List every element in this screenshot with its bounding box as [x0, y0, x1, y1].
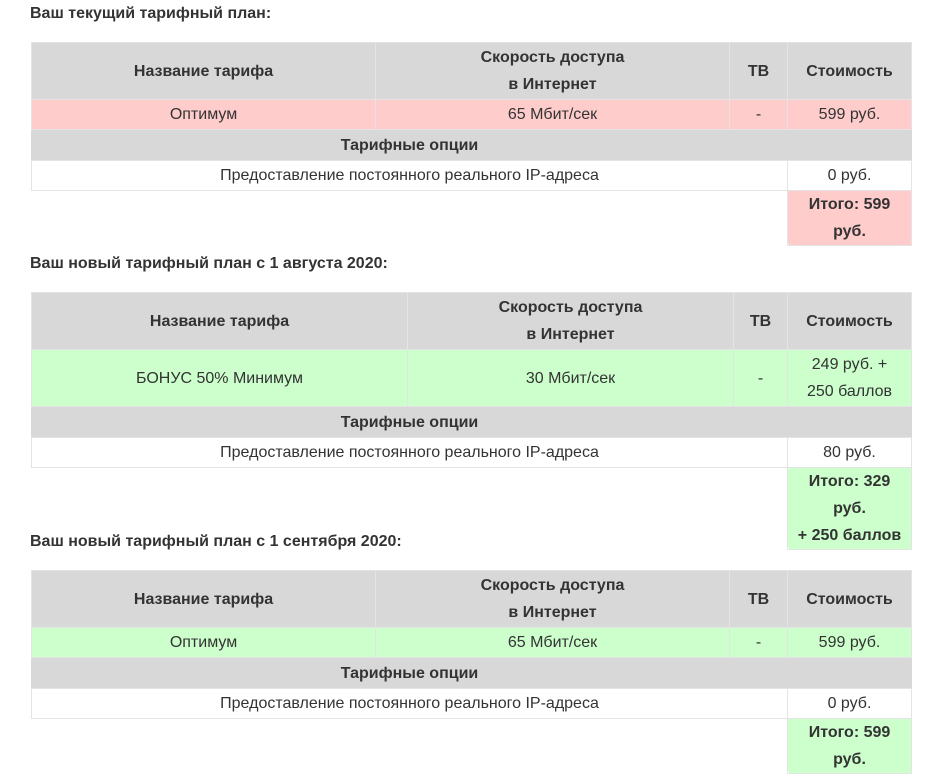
option-name: Предоставление постоянного реального IP-… [31, 437, 788, 468]
option-price: 80 руб. [787, 437, 912, 468]
col-header-speed: Скорость доступа в Интернет [375, 42, 730, 100]
tariff-speed: 30 Мбит/сек [407, 349, 734, 407]
current-plan-title: Ваш текущий тарифный план: [30, 5, 272, 22]
speed-header-line1: Скорость доступа [480, 49, 625, 66]
col-header-name: Название тарифа [31, 292, 408, 350]
option-row: Предоставление постоянного реального IP-… [31, 688, 912, 719]
col-header-speed: Скорость доступа в Интернет [375, 570, 730, 628]
september-plan-title: Ваш новый тарифный план с 1 сентября 202… [30, 533, 402, 550]
tariff-cost: 249 руб. + 250 баллов [787, 349, 912, 407]
table-header-row: Название тарифа Скорость доступа в Интер… [31, 570, 912, 628]
option-price: 0 руб. [787, 160, 912, 191]
col-header-cost: Стоимость [787, 292, 912, 350]
options-header-row: Тарифные опции [31, 406, 912, 438]
speed-header-line1: Скорость доступа [480, 577, 625, 594]
august-plan-table: Название тарифа Скорость доступа в Интер… [31, 292, 912, 550]
options-header-cost-cell [787, 129, 912, 161]
options-header-cost-cell [787, 657, 912, 689]
tariff-tv: - [733, 349, 788, 407]
tariff-name: Оптимум [31, 627, 376, 658]
tariff-cost-line1: 249 руб. + [811, 356, 888, 373]
total-line2: + 250 баллов [797, 527, 902, 544]
col-header-cost: Стоимость [787, 570, 912, 628]
tariff-tv: - [729, 99, 788, 130]
total-row: Итого: 329 руб. + 250 баллов [31, 467, 912, 550]
col-header-tv: ТВ [729, 570, 788, 628]
option-row: Предоставление постоянного реального IP-… [31, 437, 912, 468]
table-header-row: Название тарифа Скорость доступа в Интер… [31, 292, 912, 350]
options-header-row: Тарифные опции [31, 129, 912, 161]
tariff-row: Оптимум 65 Мбит/сек - 599 руб. [31, 99, 912, 130]
tariff-speed: 65 Мбит/сек [375, 627, 730, 658]
tariff-tv: - [729, 627, 788, 658]
options-header: Тарифные опции [31, 129, 788, 161]
tariff-cost: 599 руб. [787, 627, 912, 658]
total-spacer [31, 190, 788, 246]
september-plan-table: Название тарифа Скорость доступа в Интер… [31, 570, 912, 774]
tariff-cost-line1: 599 руб. [818, 106, 881, 123]
col-header-tv: ТВ [733, 292, 788, 350]
current-plan-table: Название тарифа Скорость доступа в Интер… [31, 42, 912, 246]
options-header-cost-cell [787, 406, 912, 438]
august-plan-title: Ваш новый тарифный план с 1 августа 2020… [30, 255, 388, 272]
options-header-row: Тарифные опции [31, 657, 912, 689]
speed-header-line2: в Интернет [508, 604, 597, 621]
total-line1: Итого: 599 руб. [808, 196, 891, 240]
tariff-name: БОНУС 50% Минимум [31, 349, 408, 407]
total-cell: Итого: 329 руб. + 250 баллов [787, 467, 912, 550]
options-header: Тарифные опции [31, 406, 788, 438]
option-price: 0 руб. [787, 688, 912, 719]
speed-header-line1: Скорость доступа [498, 299, 643, 316]
speed-header-line2: в Интернет [508, 76, 597, 93]
option-name: Предоставление постоянного реального IP-… [31, 160, 788, 191]
options-header: Тарифные опции [31, 657, 788, 689]
total-spacer [31, 718, 788, 774]
total-row: Итого: 599 руб. [31, 190, 912, 246]
col-header-name: Название тарифа [31, 570, 376, 628]
total-line1: Итого: 329 руб. [808, 473, 891, 517]
total-row: Итого: 599 руб. [31, 718, 912, 774]
tariff-cost-line1: 599 руб. [818, 634, 881, 651]
total-cell: Итого: 599 руб. [787, 718, 912, 774]
col-header-name: Название тарифа [31, 42, 376, 100]
col-header-cost: Стоимость [787, 42, 912, 100]
tariff-name: Оптимум [31, 99, 376, 130]
tariff-speed: 65 Мбит/сек [375, 99, 730, 130]
option-row: Предоставление постоянного реального IP-… [31, 160, 912, 191]
col-header-speed: Скорость доступа в Интернет [407, 292, 734, 350]
total-cell: Итого: 599 руб. [787, 190, 912, 246]
table-header-row: Название тарифа Скорость доступа в Интер… [31, 42, 912, 100]
total-line1: Итого: 599 руб. [808, 724, 891, 768]
tariff-cost: 599 руб. [787, 99, 912, 130]
total-spacer [31, 467, 788, 550]
tariff-row: Оптимум 65 Мбит/сек - 599 руб. [31, 627, 912, 658]
option-name: Предоставление постоянного реального IP-… [31, 688, 788, 719]
speed-header-line2: в Интернет [526, 326, 615, 343]
col-header-tv: ТВ [729, 42, 788, 100]
tariff-cost-line2: 250 баллов [806, 383, 893, 400]
tariff-row: БОНУС 50% Минимум 30 Мбит/сек - 249 руб.… [31, 349, 912, 407]
